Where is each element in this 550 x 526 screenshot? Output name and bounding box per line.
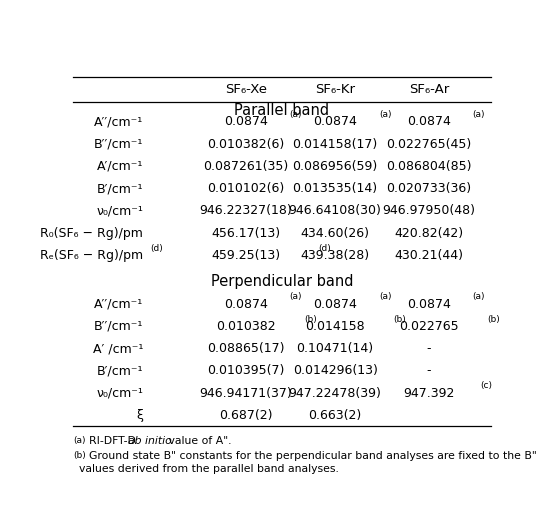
Text: values derived from the parallel band analyses.: values derived from the parallel band an… [79,464,339,474]
Text: Rₑ(SF₆ − Rg)/pm: Rₑ(SF₆ − Rg)/pm [40,249,144,262]
Text: (a): (a) [379,292,392,301]
Text: 947.392: 947.392 [403,387,455,400]
Text: 0.0874: 0.0874 [224,298,268,311]
Text: 459.25(13): 459.25(13) [211,249,280,262]
Text: 0.013535(14): 0.013535(14) [293,182,378,195]
Text: 946.64108(30): 946.64108(30) [289,205,382,217]
Text: 420.82(42): 420.82(42) [394,227,464,240]
Text: 946.22327(18): 946.22327(18) [199,205,292,217]
Text: 430.21(44): 430.21(44) [394,249,464,262]
Text: 0.022765(45): 0.022765(45) [386,138,471,150]
Text: 0.087261(35): 0.087261(35) [203,160,288,173]
Text: (b): (b) [304,315,317,323]
Text: B′′/cm⁻¹: B′′/cm⁻¹ [94,320,144,333]
Text: (a): (a) [289,292,302,301]
Text: 434.60(26): 434.60(26) [301,227,370,240]
Text: ν₀/cm⁻¹: ν₀/cm⁻¹ [96,205,144,217]
Text: 0.010382(6): 0.010382(6) [207,138,284,150]
Text: 0.0874: 0.0874 [313,115,357,128]
Text: (a): (a) [289,110,302,119]
Text: 0.010102(6): 0.010102(6) [207,182,284,195]
Text: 946.97950(48): 946.97950(48) [382,205,475,217]
Text: 0.014158: 0.014158 [305,320,365,333]
Text: (b): (b) [393,315,406,323]
Text: 0.022765: 0.022765 [399,320,459,333]
Text: 947.22478(39): 947.22478(39) [289,387,382,400]
Text: (a): (a) [73,436,85,445]
Text: 0.020733(36): 0.020733(36) [386,182,471,195]
Text: 0.086956(59): 0.086956(59) [293,160,378,173]
Text: 0.08865(17): 0.08865(17) [207,342,284,355]
Text: (a): (a) [472,292,485,301]
Text: B′′/cm⁻¹: B′′/cm⁻¹ [94,138,144,150]
Text: B′/cm⁻¹: B′/cm⁻¹ [97,365,144,378]
Text: 946.94171(37): 946.94171(37) [199,387,292,400]
Text: A′ /cm⁻¹: A′ /cm⁻¹ [93,342,144,355]
Text: A′′/cm⁻¹: A′′/cm⁻¹ [94,298,144,311]
Text: 0.010395(7): 0.010395(7) [207,365,284,378]
Text: (c): (c) [480,381,492,390]
Text: 0.10471(14): 0.10471(14) [296,342,373,355]
Text: 0.086804(85): 0.086804(85) [386,160,472,173]
Text: ab initio: ab initio [129,436,172,446]
Text: Parallel band: Parallel band [234,104,329,118]
Text: SF₆-Xe: SF₆-Xe [224,83,267,96]
Text: SF₆-Ar: SF₆-Ar [409,83,449,96]
Text: 0.663(2): 0.663(2) [309,409,362,422]
Text: (a): (a) [379,110,392,119]
Text: -: - [427,342,431,355]
Text: Perpendicular band: Perpendicular band [211,275,353,289]
Text: R₀(SF₆ − Rg)/pm: R₀(SF₆ − Rg)/pm [41,227,144,240]
Text: -: - [427,365,431,378]
Text: 0.014158(17): 0.014158(17) [293,138,378,150]
Text: (d): (d) [318,244,331,252]
Text: A′′/cm⁻¹: A′′/cm⁻¹ [94,115,144,128]
Text: (d): (d) [151,244,163,252]
Text: 0.0874: 0.0874 [224,115,268,128]
Text: Ground state B" constants for the perpendicular band analyses are fixed to the B: Ground state B" constants for the perpen… [89,451,537,461]
Text: (a): (a) [472,110,485,119]
Text: value of A".: value of A". [164,436,231,446]
Text: 0.0874: 0.0874 [407,115,451,128]
Text: 0.014296(13): 0.014296(13) [293,365,378,378]
Text: 0.0874: 0.0874 [407,298,451,311]
Text: RI-DFT-D: RI-DFT-D [89,436,140,446]
Text: ν₀/cm⁻¹: ν₀/cm⁻¹ [96,387,144,400]
Text: (b): (b) [487,315,500,323]
Text: A′/cm⁻¹: A′/cm⁻¹ [97,160,144,173]
Text: 0.010382: 0.010382 [216,320,276,333]
Text: ξ: ξ [136,409,144,422]
Text: 439.38(28): 439.38(28) [301,249,370,262]
Text: B′/cm⁻¹: B′/cm⁻¹ [97,182,144,195]
Text: (b): (b) [73,451,86,460]
Text: 456.17(13): 456.17(13) [211,227,280,240]
Text: 0.687(2): 0.687(2) [219,409,272,422]
Text: SF₆-Kr: SF₆-Kr [315,83,355,96]
Text: 0.0874: 0.0874 [313,298,357,311]
